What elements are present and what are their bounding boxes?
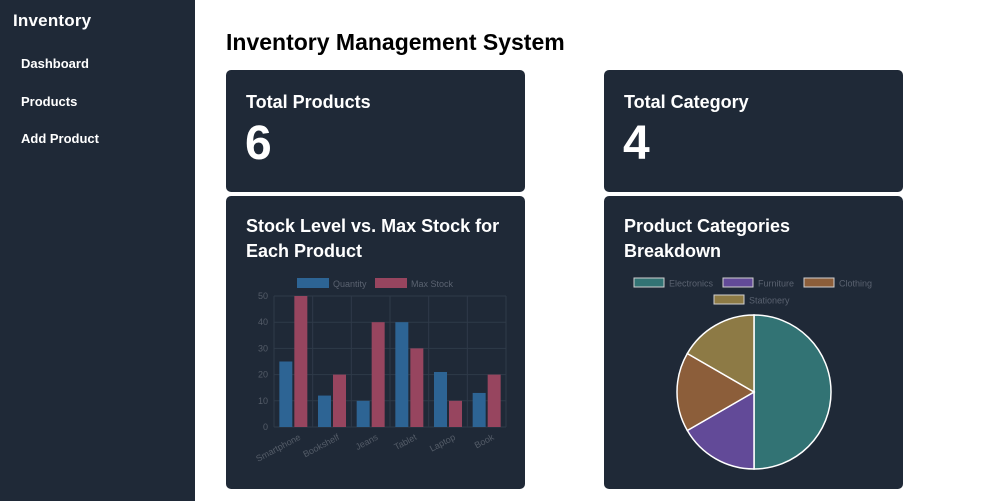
y-tick-label: 20 [258,370,268,380]
legend-swatch-1 [375,278,407,288]
bar-max-stock [487,374,501,427]
sidebar-item-add-product[interactable]: Add Product [21,131,99,146]
pie-slice-stationery [686,314,755,394]
bar-quantity [356,400,370,427]
pie-legend-label-2: Clothing [839,279,872,289]
legend-label-1: Max Stock [411,279,454,289]
stock-chart-card: Stock Level vs. Max Stock for Each Produ… [226,196,525,489]
pie-legend-label-0: Electronics [669,279,714,289]
pie-legend-swatch-1 [722,277,754,288]
bar-max-stock [371,322,385,427]
bar-quantity [395,322,409,427]
category-chart-title-line-1: Product Categories [624,216,791,236]
bar-quantity [318,395,331,427]
legend-label-0: Quantity [333,279,367,289]
pie-slice-clothing [676,352,756,432]
page-title: Inventory Management System [226,29,565,55]
category-chart-title-line-2: Breakdown [624,241,722,261]
bar-max-stock [294,296,308,427]
bar-quantity [434,371,447,427]
bar-quantity [472,392,486,427]
bar-max-stock [449,400,462,427]
pie-legend-label-3: Stationery [749,296,790,306]
x-tick-label: Book [473,432,496,451]
stock-chart-title-line-1: Stock Level vs. Max Stock for [246,216,500,236]
sidebar-item-products[interactable]: Products [21,94,78,109]
pie-legend-label-1: Furniture [758,279,794,289]
y-tick-label: 30 [258,343,268,353]
bar-quantity [279,361,293,427]
x-tick-label: Bookshelf [301,432,341,460]
pie-slice-furniture [686,390,755,470]
category-pie-chart: Electronics Furniture Clothing Stationery [633,277,872,470]
pie-legend-swatch-0 [633,277,665,288]
y-tick-label: 50 [258,291,268,301]
category-chart-card: Product Categories Breakdown Electronics… [604,196,903,489]
total-category-card: Total Category 4 [604,70,903,192]
pie-legend-swatch-2 [803,277,835,288]
bar-max-stock [333,374,346,427]
x-tick-label: Jeans [354,432,380,452]
stock-chart-title-line-2: Each Product [246,241,363,261]
sidebar-item-dashboard[interactable]: Dashboard [21,56,89,71]
sidebar: Inventory Dashboard Products Add Product [0,0,195,501]
total-products-label: Total Products [246,92,371,112]
total-category-label: Total Category [624,92,749,112]
total-products-card: Total Products 6 [226,70,525,192]
y-tick-label: 0 [263,422,268,432]
x-tick-label: Laptop [428,432,457,454]
total-category-value: 4 [623,117,650,170]
x-tick-label: Tablet [392,432,418,452]
sidebar-brand: Inventory [13,11,92,30]
bar-max-stock [410,348,424,427]
pie-slice-electronics [753,314,832,470]
x-tick-label: Smartphone [254,432,302,464]
y-tick-label: 10 [258,396,268,406]
y-tick-label: 40 [258,317,268,327]
legend-swatch-0 [297,278,329,288]
pie-legend-swatch-3 [713,294,745,305]
total-products-value: 6 [245,117,272,170]
